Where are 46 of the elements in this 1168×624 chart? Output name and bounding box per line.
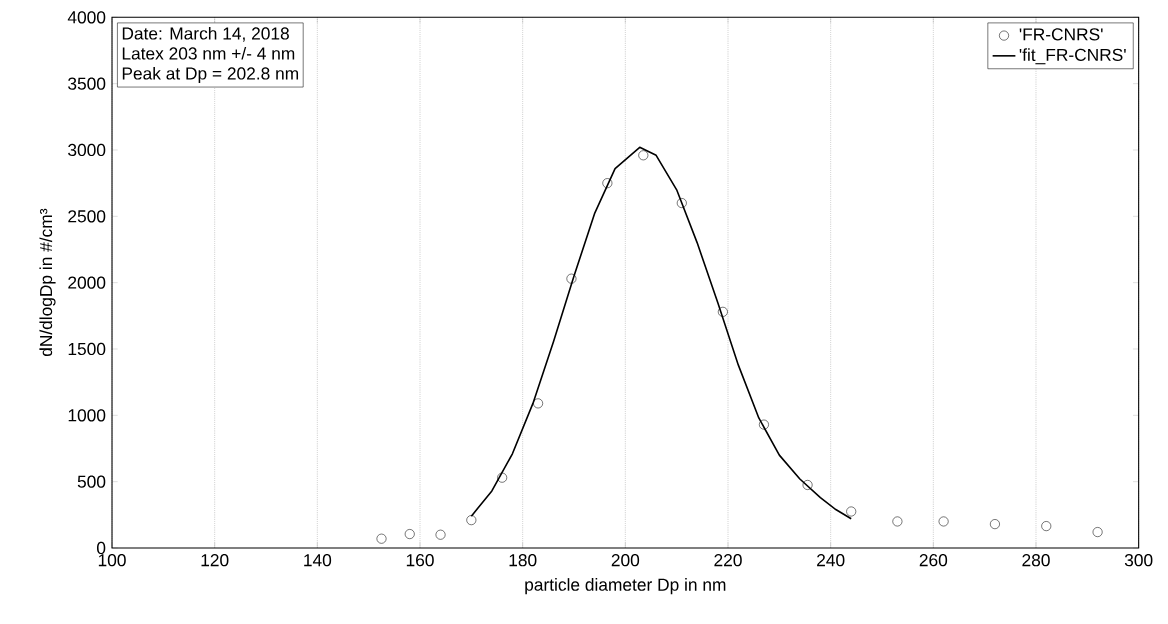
x-axis-title: particle diameter Dp in nm (525, 578, 726, 595)
point (717, 306, 728, 317)
x-tick-label: 140 (304, 554, 332, 567)
y-axis-title: dN/dlogDp in #/cm³ (39, 208, 56, 357)
x-tick-label: 280 (1022, 554, 1050, 567)
point (1092, 527, 1103, 537)
x-tick-label: 260 (919, 554, 948, 567)
y-tick-label: 3000 (68, 143, 106, 157)
y-tick-label: 2000 (68, 276, 106, 289)
point (990, 519, 1000, 530)
y-tick-label: 2500 (68, 210, 106, 223)
point (846, 506, 857, 517)
legend-label: 'fit_FR-CNRS' (1019, 48, 1126, 65)
point (892, 516, 903, 527)
point (435, 529, 446, 540)
legend-label: 'FR-CNRS' (1019, 28, 1103, 41)
point (676, 198, 687, 208)
point (638, 150, 649, 161)
x-tick-label: 200 (611, 554, 640, 567)
x-tick-label: 220 (714, 554, 742, 567)
y-tick-label: 1500 (68, 342, 106, 356)
x-tick-label: 240 (817, 554, 845, 567)
x-tick-label: 100 (98, 554, 126, 567)
point (497, 472, 508, 483)
point (566, 273, 577, 284)
x-tick-label: 180 (509, 554, 537, 567)
point (533, 398, 544, 409)
annotation: Peak at Dp = 202.8 nm (122, 66, 299, 84)
point (759, 419, 769, 430)
annotation: Latex 203 nm +/- 4 nm (122, 46, 295, 60)
point (466, 515, 477, 526)
point (602, 178, 613, 189)
x-tick-label: 120 (201, 554, 229, 567)
point (938, 516, 949, 527)
x-tick-label: 160 (406, 554, 434, 567)
y-tick-label: 4000 (67, 11, 106, 24)
y-tick-label: 3500 (68, 77, 106, 90)
y-tick-label: 500 (77, 475, 106, 488)
x-tick-label: 300 (1124, 554, 1153, 567)
point (802, 480, 813, 490)
annotation: Date: March 14, 2018 (122, 26, 289, 42)
point (1041, 521, 1052, 532)
y-tick-label: 1000 (68, 409, 106, 422)
y-tick-label: 0 (96, 541, 106, 555)
point (404, 529, 415, 539)
point (376, 533, 387, 544)
